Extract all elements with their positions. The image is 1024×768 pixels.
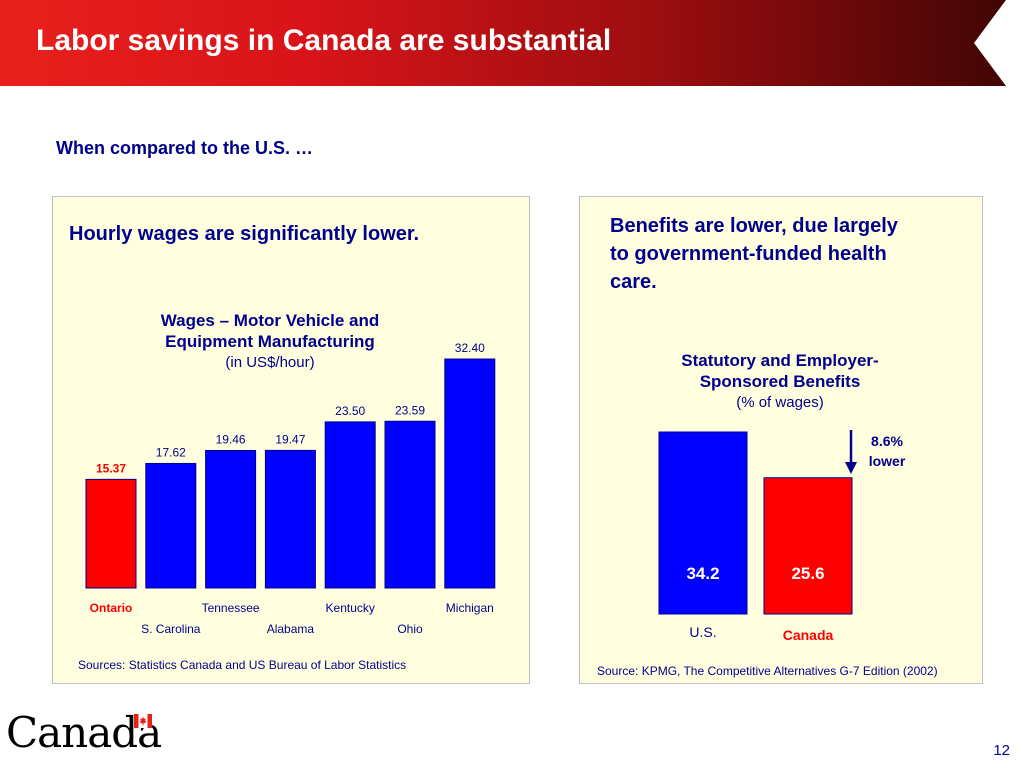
wages-value-label: 32.40 [455,341,485,355]
wages-value-label: 19.46 [216,432,246,446]
wages-bar-michigan [444,358,496,589]
benefits-value-label: 34.2 [686,564,719,583]
title-banner [0,0,1024,86]
benefits-chart-title-line1: Statutory and Employer- [681,351,879,370]
wages-category-label: Ontario [90,601,133,615]
wages-bar-ohio [384,420,436,589]
wages-headline: Hourly wages are significantly lower. [69,223,420,245]
benefits-category-label: Canada [783,627,834,643]
slide-subtitle: When compared to the U.S. … [56,138,314,158]
benefits-annotation-line2: lower [869,453,906,469]
banner-chevron-icon [974,0,1024,86]
wages-category-label: Ohio [397,622,423,636]
wages-category-label: S. Carolina [141,622,201,636]
wages-bar-s-carolina [145,462,197,589]
wages-chart-title-line2: Equipment Manufacturing [165,332,375,351]
wages-value-label: 23.50 [335,404,365,418]
wages-category-label: Tennessee [202,601,260,615]
benefits-headline-line2: to government-funded health [610,243,887,265]
wages-source: Sources: Statistics Canada and US Bureau… [78,658,407,672]
wages-bar-tennessee [205,449,257,589]
benefits-headline-line3: care. [610,271,657,293]
wages-value-label: 23.59 [395,403,425,417]
page-number: 12 [993,742,1010,759]
benefits-value-label: 25.6 [791,564,824,583]
wages-category-label: Alabama [267,622,315,636]
slide-title: Labor savings in Canada are substantial [36,24,612,57]
benefits-chart: 34.2 U.S. 25.6 Canada [658,431,853,643]
wages-category-label: Kentucky [326,601,375,615]
wages-chart: 15.37 Ontario 17.62 S. Carolina 19.46 Tenness… [85,341,496,636]
wages-bar-kentucky [324,421,376,589]
canada-flag-icon [134,714,152,728]
benefits-source: Source: KPMG, The Competitive Alternativ… [597,664,938,678]
wages-bar-alabama [264,449,316,589]
wages-value-label: 15.37 [96,461,126,475]
benefits-bar-u-s [658,431,748,615]
benefits-chart-unit: (% of wages) [736,394,824,411]
wages-value-label: 17.62 [156,445,186,459]
wages-bar-ontario [85,478,137,589]
benefits-arrow-icon [845,430,857,474]
benefits-category-label: U.S. [689,624,716,640]
benefits-headline-line1: Benefits are lower, due largely [610,215,898,237]
wages-chart-title: Wages – Motor Vehicle and Equipment Manu… [120,310,420,373]
wages-chart-title-line1: Wages – Motor Vehicle and [160,311,380,330]
benefits-chart-title: Statutory and Employer- Sponsored Benefi… [640,350,920,413]
wages-category-label: Michigan [446,601,494,615]
benefits-chart-title-line2: Sponsored Benefits [699,372,861,391]
benefits-bar-canada [763,477,853,615]
wages-value-label: 19.47 [275,432,305,446]
wages-chart-unit: (in US$/hour) [225,354,315,371]
benefits-annotation-line1: 8.6% [871,433,903,449]
benefits-headline: Benefits are lower, due largely to gover… [610,212,898,296]
